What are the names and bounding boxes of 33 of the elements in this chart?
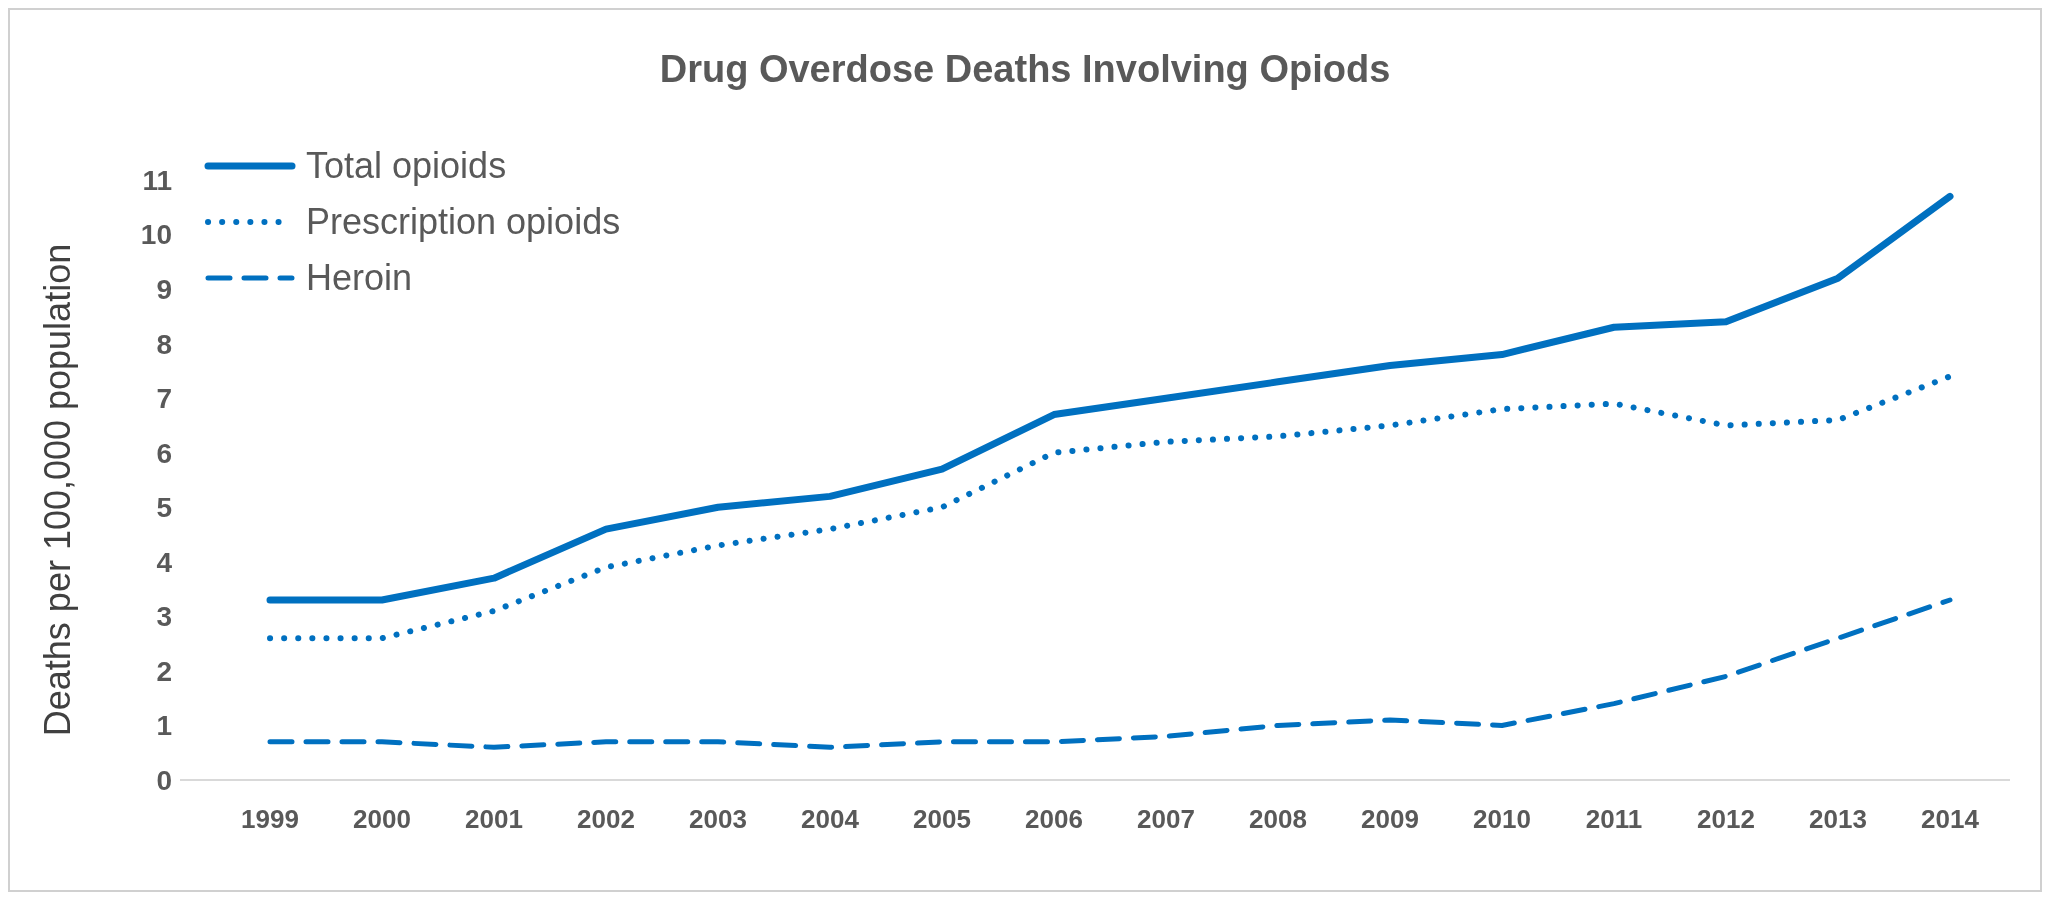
x-tick-label: 2010 (1473, 804, 1531, 835)
x-tick-label: 2006 (1025, 804, 1083, 835)
y-tick-label: 0 (156, 764, 172, 796)
legend-label: Total opioids (306, 145, 507, 187)
chart-title: Drug Overdose Deaths Involving Opiods (658, 48, 1392, 91)
legend-label: Prescription opioids (306, 201, 621, 243)
x-tick-label: 2007 (1137, 804, 1195, 835)
y-tick-label: 3 (156, 601, 172, 633)
x-tick-label: 2013 (1809, 804, 1867, 835)
y-tick-label: 11 (142, 164, 172, 196)
x-tick-label: 2001 (465, 804, 523, 835)
x-tick-label: 2011 (1585, 804, 1643, 835)
x-tick-label: 2002 (577, 804, 635, 835)
y-tick-label: 2 (156, 655, 172, 687)
x-tick-label: 2003 (689, 804, 747, 835)
x-tick-label: 2009 (1361, 804, 1419, 835)
y-tick-label: 9 (156, 274, 172, 306)
y-tick-label: 4 (156, 546, 173, 578)
x-tick-label: 2004 (801, 804, 860, 835)
x-tick-label: 2000 (353, 804, 411, 835)
y-tick-label: 7 (156, 383, 172, 415)
x-tick-label: 2014 (1921, 804, 1980, 835)
x-tick-label: 2008 (1249, 804, 1307, 835)
y-axis-title: Deaths per 100,000 population (37, 243, 79, 737)
y-tick-label: 10 (140, 219, 172, 251)
y-tick-label: 5 (156, 492, 172, 524)
y-tick-label: 1 (156, 710, 172, 742)
x-tick-label: 2005 (913, 804, 971, 835)
y-tick-label: 6 (156, 437, 172, 469)
legend-label: Heroin (306, 257, 413, 299)
y-tick-label: 8 (156, 328, 172, 360)
x-tick-label: 2012 (1697, 804, 1755, 835)
x-tick-label: 1999 (241, 804, 299, 835)
